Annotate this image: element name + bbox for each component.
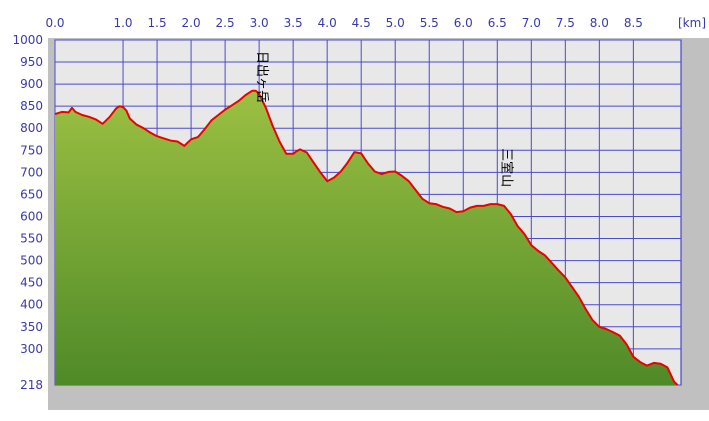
y-tick-label: 400 — [20, 298, 43, 312]
y-tick-label: 350 — [20, 320, 43, 334]
series-area — [55, 90, 678, 385]
elevation-line — [54, 89, 679, 386]
y-tick-label: 300 — [20, 342, 43, 356]
x-tick-label: 8.0 — [590, 16, 609, 30]
x-tick-label: 5.5 — [420, 16, 439, 30]
y-tick-label: 500 — [20, 254, 43, 268]
x-tick-label: 3.5 — [284, 16, 303, 30]
y-tick-label: 1000 — [12, 33, 43, 47]
y-tick-label: 600 — [20, 209, 43, 223]
y-tick-label: 218 — [20, 378, 43, 392]
x-tick-label: 0.0 — [45, 16, 64, 30]
x-tick-label: 7.5 — [556, 16, 575, 30]
x-tick-label: 2.5 — [216, 16, 235, 30]
x-tick-label: 1.0 — [113, 16, 132, 30]
y-tick-label: 950 — [20, 55, 43, 69]
elevation-area — [55, 90, 678, 385]
y-tick-label: 850 — [20, 99, 43, 113]
y-tick-label: 700 — [20, 165, 43, 179]
x-tick-label: 2.0 — [182, 16, 201, 30]
y-tick-label: 900 — [20, 77, 43, 91]
y-tick-label: 750 — [20, 143, 43, 157]
x-tick-label: 3.0 — [250, 16, 269, 30]
x-axis-unit-label: [km] — [678, 16, 706, 30]
peak-label: 日出ヶ岳 — [254, 51, 269, 103]
x-tick-label: 4.5 — [352, 16, 371, 30]
x-tick-label: 6.5 — [488, 16, 507, 30]
y-tick-label: 550 — [20, 232, 43, 246]
y-tick-label: 650 — [20, 187, 43, 201]
y-axis-ticks: 1000 950 900 850 800 750 700 650 600 550 500 450 400… — [12, 33, 43, 392]
x-axis-ticks: 0.0 1.0 1.5 2.0 2.5 3.0 3.5 4.0 4.5 5.0 5.5 6.0 6.5 7… — [45, 16, 642, 30]
x-tick-label: 5.0 — [386, 16, 405, 30]
x-tick-label: 4.0 — [318, 16, 337, 30]
y-tick-label: 450 — [20, 276, 43, 290]
y-tick-label: 800 — [20, 121, 43, 135]
x-tick-label: 6.0 — [454, 16, 473, 30]
series-line — [54, 89, 679, 386]
x-tick-label: 1.5 — [148, 16, 167, 30]
peak-label: 三室山 — [499, 148, 515, 187]
x-tick-label: 7.0 — [522, 16, 541, 30]
x-tick-label: 8.5 — [624, 16, 643, 30]
